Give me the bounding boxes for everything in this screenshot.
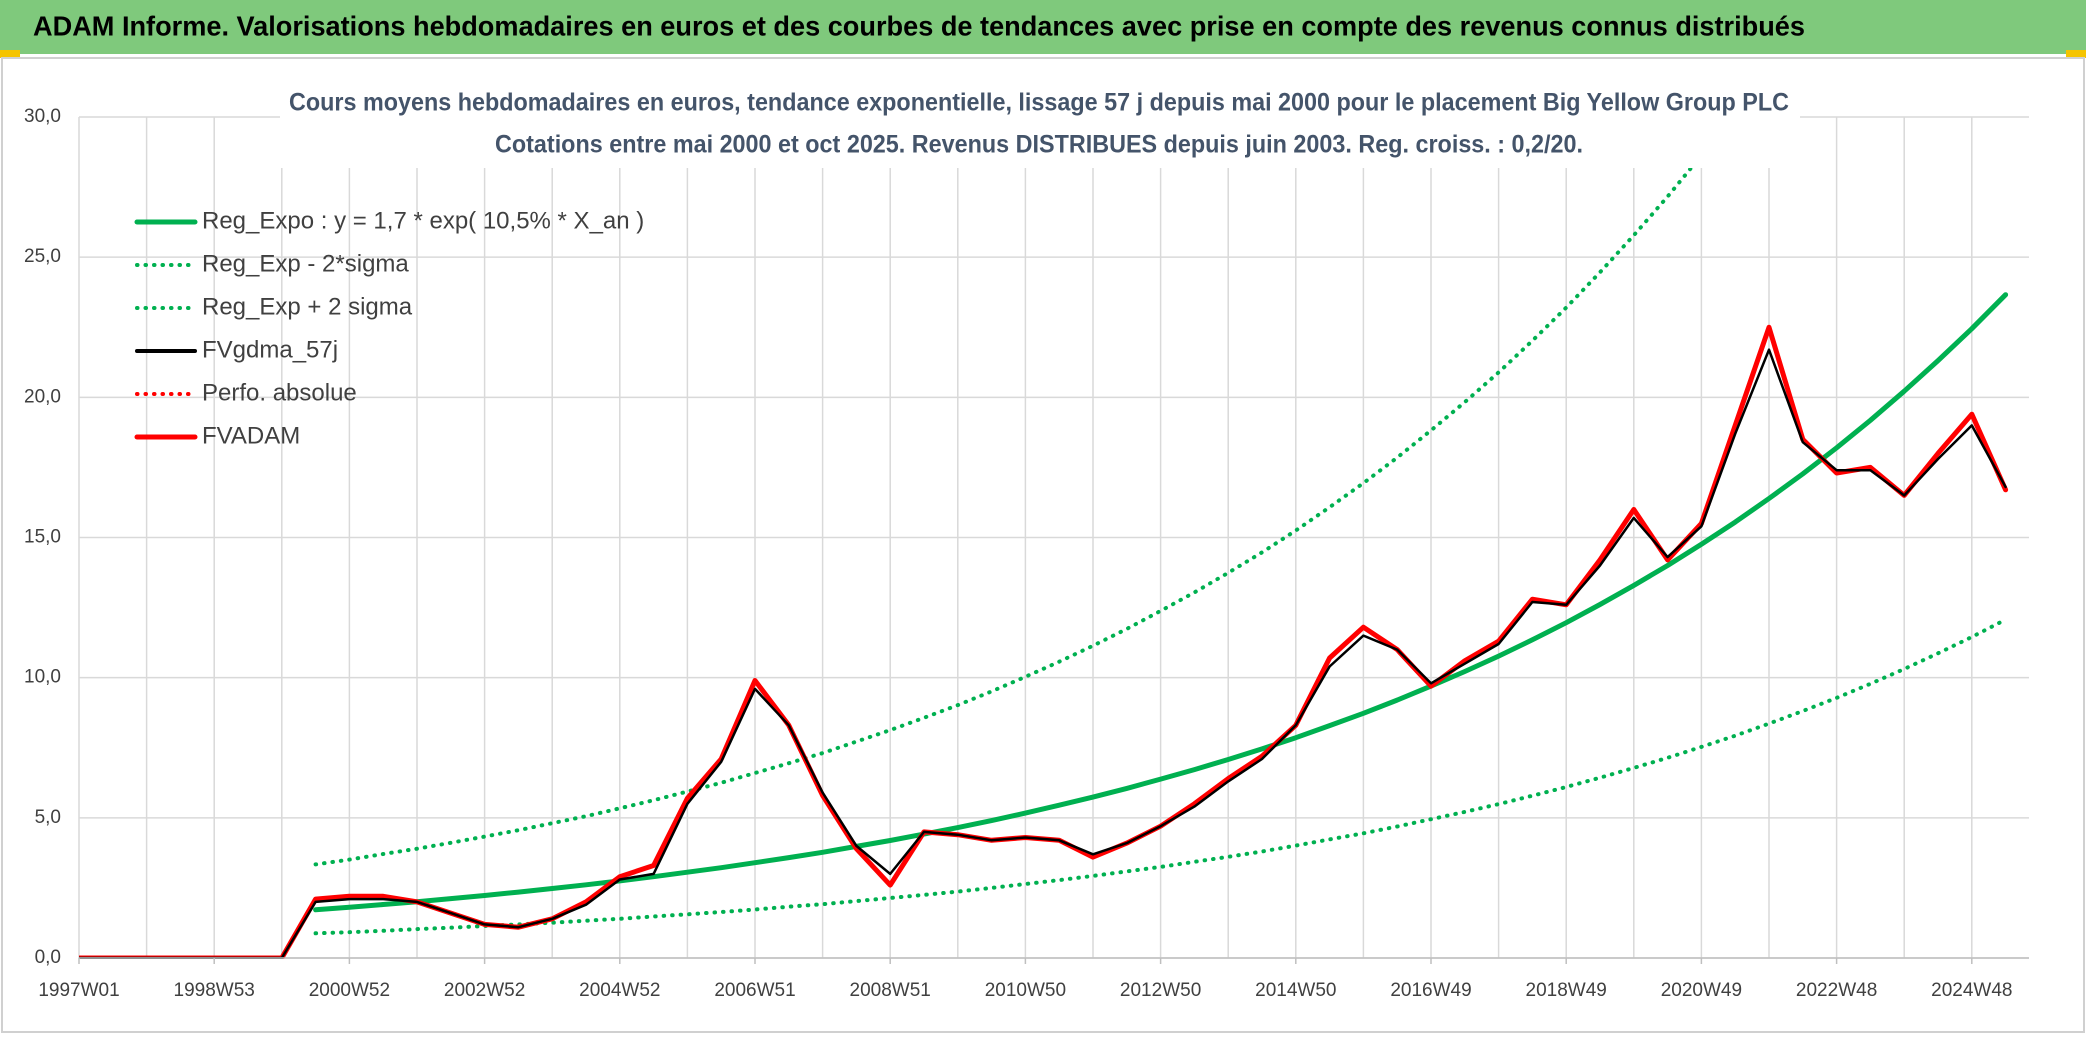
corner <box>2066 50 2086 58</box>
chart-title: ADAM Informe. Valorisations hebdomadaire… <box>33 10 1805 41</box>
x-tick-label: 2006W51 <box>714 980 795 1001</box>
corner <box>0 50 20 58</box>
title-bar <box>0 0 2086 54</box>
x-tick-label: 2018W49 <box>1526 980 1607 1001</box>
y-tick-label: 25,0 <box>24 246 61 267</box>
series-line <box>313 292 2009 913</box>
x-tick-label: 2014W50 <box>1255 980 1336 1001</box>
x-tick-label: 2002W52 <box>444 980 525 1001</box>
plot <box>79 117 2009 959</box>
y-tick-label: 5,0 <box>35 807 61 828</box>
y-tick-label: 15,0 <box>24 527 61 548</box>
legend-label: Reg_Exp + 2 sigma <box>202 293 413 320</box>
x-tick-label: 1998W53 <box>174 980 255 1001</box>
x-tick-label: 2024W48 <box>1931 980 2012 1001</box>
x-tick-label: 2000W52 <box>309 980 390 1001</box>
legend-label: FVgdma_57j <box>202 336 338 363</box>
axes: 0,0 5,0 10,0 15,0 20,0 25,0 30,0 1997W01 1998W53… <box>24 106 2029 1001</box>
x-tick-label: 2020W49 <box>1661 980 1742 1001</box>
legend: Reg_Expo : y = 1,7 * exp( 10,5% * X_an )… <box>134 207 644 449</box>
series-line <box>313 617 2008 936</box>
series-line <box>79 348 2007 959</box>
subtitle-box <box>280 82 1800 168</box>
y-tick-label: 10,0 <box>24 667 61 688</box>
x-tick-label: 2008W51 <box>850 980 931 1001</box>
y-tick-label: 20,0 <box>24 386 61 407</box>
subtitle: Cotations entre mai 2000 et oct 2025. Re… <box>495 131 1583 159</box>
y-tick-label: 30,0 <box>24 106 61 127</box>
x-tick-label: 1997W01 <box>38 980 119 1001</box>
legend-label: Reg_Exp - 2*sigma <box>202 250 409 277</box>
subtitle: Cours moyens hebdomadaires en euros, ten… <box>289 89 1789 117</box>
x-tick-label: 2010W50 <box>985 980 1066 1001</box>
x-tick-label: 2022W48 <box>1796 980 1877 1001</box>
x-tick-label: 2012W50 <box>1120 980 1201 1001</box>
x-tick-label: 2004W52 <box>579 980 660 1001</box>
y-tick-label: 0,0 <box>35 947 61 968</box>
x-tick-label: 2016W49 <box>1390 980 1471 1001</box>
legend-label: FVADAM <box>202 422 300 449</box>
grid <box>78 116 2029 959</box>
chart-border <box>1 57 2085 1033</box>
legend-label: Perfo. absolue <box>202 379 357 406</box>
legend-label: Reg_Expo : y = 1,7 * exp( 10,5% * X_an ) <box>202 207 644 234</box>
